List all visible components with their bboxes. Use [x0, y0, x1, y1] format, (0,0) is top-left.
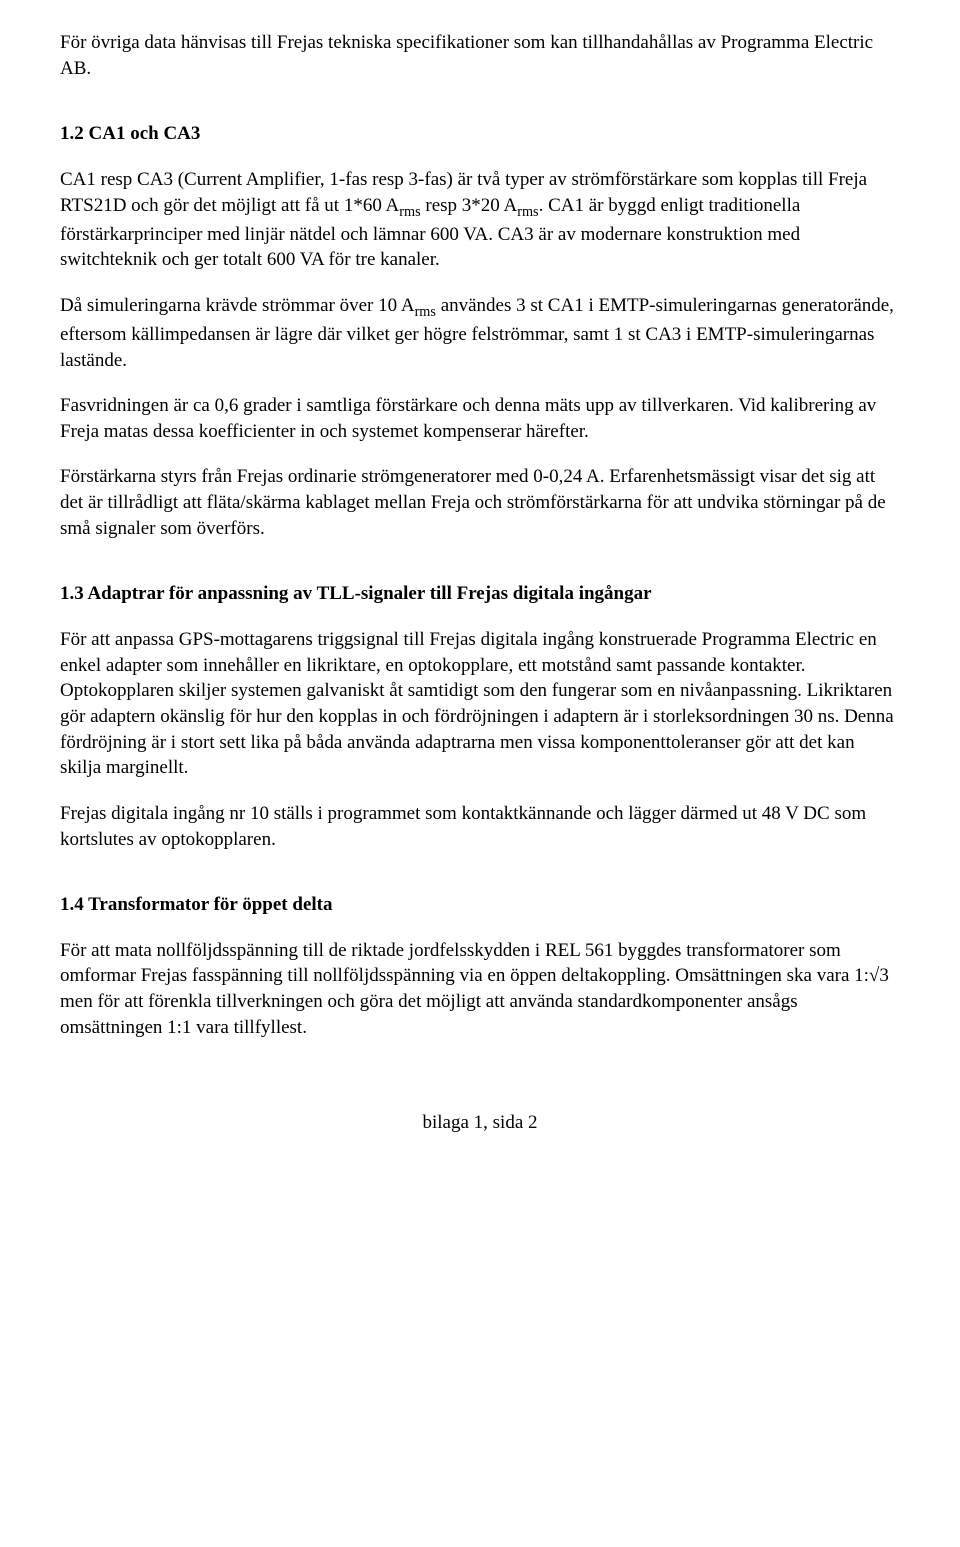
paragraph-1-4-a: För att mata nollföljdsspänning till de …: [60, 938, 900, 1041]
subscript-rms: rms: [399, 203, 420, 219]
intro-paragraph: För övriga data hänvisas till Frejas tek…: [60, 30, 900, 81]
paragraph-1-2-a: CA1 resp CA3 (Current Amplifier, 1-fas r…: [60, 167, 900, 273]
heading-1-4: 1.4 Transformator för öppet delta: [60, 892, 900, 918]
heading-1-3: 1.3 Adaptrar för anpassning av TLL-signa…: [60, 581, 900, 607]
text-run: .: [539, 195, 544, 216]
paragraph-1-3-ab: För att anpassa GPS-mottagarens triggsig…: [60, 627, 900, 781]
text-run: Optokopplaren skiljer systemen galvanisk…: [60, 680, 894, 778]
text-run: resp 3*20 A: [421, 195, 518, 216]
paragraph-1-2-e: Förstärkarna styrs från Frejas ordinarie…: [60, 464, 900, 541]
paragraph-1-2-c: Då simuleringarna krävde strömmar över 1…: [60, 293, 900, 373]
paragraph-1-2-d: Fasvridningen är ca 0,6 grader i samtlig…: [60, 393, 900, 444]
text-run: För att anpassa GPS-mottagarens triggsig…: [60, 629, 877, 676]
paragraph-1-3-c: Frejas digitala ingång nr 10 ställs i pr…: [60, 801, 900, 852]
text-run: Då simuleringarna krävde strömmar över 1…: [60, 295, 415, 316]
page-footer: bilaga 1, sida 2: [60, 1110, 900, 1136]
subscript-rms: rms: [517, 203, 538, 219]
heading-1-2: 1.2 CA1 och CA3: [60, 121, 900, 147]
subscript-rms: rms: [415, 304, 436, 320]
